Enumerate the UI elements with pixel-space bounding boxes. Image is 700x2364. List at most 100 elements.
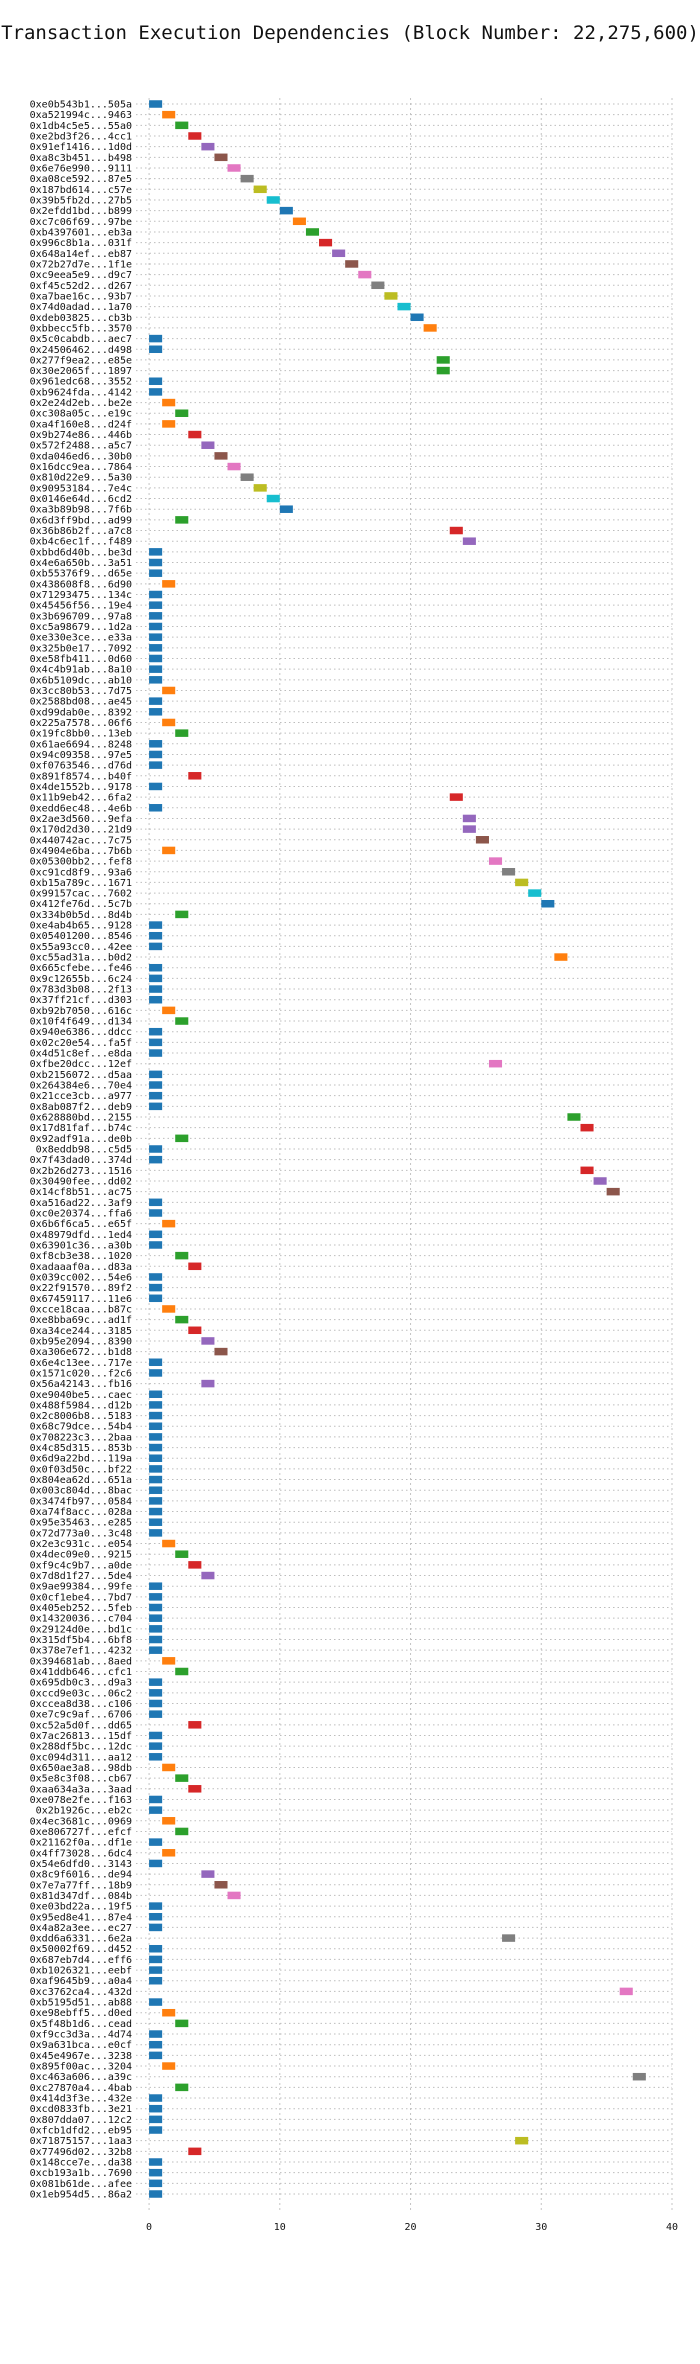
- y-tick-label: 0x05300bb2...fef8: [30, 857, 132, 868]
- y-tick-label: 0xda046ed6...30b0: [30, 451, 132, 462]
- transaction-bar: [149, 2168, 163, 2177]
- transaction-bar: [175, 121, 189, 130]
- transaction-bar: [149, 1390, 163, 1399]
- transaction-bar: [462, 814, 476, 823]
- y-tick-label: 0x6d9a22bd...119a: [30, 1454, 132, 1465]
- transaction-bar: [149, 1593, 163, 1601]
- y-tick-label: 0x2efdd1bd...b899: [30, 206, 132, 217]
- y-tick-label: 0x4904e6ba...7b6b: [30, 846, 132, 857]
- transaction-bar: [384, 292, 398, 300]
- transaction-bar: [149, 1283, 163, 1292]
- transaction-bar: [149, 1155, 163, 1164]
- transaction-bar: [149, 974, 163, 983]
- y-tick-label: 0x6e4c13ee...717e: [30, 1358, 132, 1369]
- transaction-bar: [149, 633, 163, 641]
- transaction-bar: [162, 580, 176, 588]
- y-tick-label: 0x9c12655b...6c24: [30, 974, 132, 985]
- y-tick-label: 0xbbecc5fb...3570: [30, 323, 132, 334]
- transaction-bar: [162, 686, 176, 695]
- transaction-bar: [149, 1081, 163, 1089]
- transaction-bar: [449, 793, 463, 801]
- transaction-bar: [149, 1678, 163, 1686]
- y-tick-label: 0x783d3b08...2f13: [30, 985, 132, 996]
- y-tick-label: 0x414d3f3e...432e: [30, 2094, 132, 2105]
- transaction-bar: [175, 1827, 189, 1836]
- transaction-bar: [162, 398, 176, 407]
- y-tick-label: 0xaa634a3a...3aad: [30, 1784, 132, 1795]
- y-tick-label: 0xa34ce244...3185: [30, 1326, 132, 1337]
- transaction-bar: [149, 1497, 163, 1505]
- transaction-bar: [567, 1113, 581, 1121]
- transaction-bar: [188, 430, 202, 439]
- y-tick-label: 0x36b86b2f...a7c8: [30, 526, 132, 537]
- y-tick-label: 0xc52a5d0f...dd65: [30, 1720, 132, 1731]
- y-tick-label: 0xb95e2094...8390: [30, 1336, 132, 1347]
- transaction-bar: [149, 1955, 163, 1964]
- transaction-bar: [175, 1315, 189, 1324]
- transaction-bar: [149, 942, 163, 951]
- transaction-bar: [149, 1944, 163, 1953]
- transaction-bar: [149, 1038, 163, 1047]
- transaction-bar: [149, 1411, 163, 1420]
- transaction-bar: [149, 1486, 163, 1494]
- y-tick-label: 0x2b1926c...eb2c: [36, 1806, 132, 1817]
- transaction-bar: [188, 1721, 202, 1729]
- transaction-bar: [149, 2104, 163, 2113]
- y-tick-label: 0xdeb03825...cb3b: [30, 313, 132, 324]
- y-tick-label: 0xc094d311...aa12: [30, 1752, 132, 1763]
- transaction-bar: [188, 1785, 202, 1793]
- transaction-bar: [149, 2051, 163, 2060]
- transaction-bar: [149, 1976, 163, 1985]
- transaction-bar: [149, 1859, 163, 1868]
- transaction-bar: [162, 2062, 176, 2070]
- y-tick-label: 0x05401200...8546: [30, 931, 132, 942]
- transaction-bar: [149, 931, 163, 940]
- y-tick-label: 0x378e7ef1...4232: [30, 1646, 132, 1657]
- transaction-bar: [502, 868, 516, 876]
- y-tick-label: 0x71293475...134c: [30, 590, 132, 601]
- transaction-bar: [175, 1550, 189, 1558]
- transaction-bar: [201, 1870, 215, 1878]
- y-tick-label: 0xe2bd3f26...4cc1: [30, 131, 132, 142]
- y-tick-label: 0x4ec3681c...0969: [30, 1816, 132, 1827]
- y-tick-label: 0x2e3c931c...e054: [30, 1539, 132, 1550]
- y-tick-label: 0xc3762ca4...432d: [30, 1987, 132, 1998]
- transaction-bar: [149, 1070, 163, 1079]
- transaction-bar: [149, 1710, 163, 1718]
- y-tick-label: 0xa4f160e8...d24f: [30, 419, 132, 430]
- y-tick-label: 0x810d22e9...5a30: [30, 473, 132, 484]
- y-tick-label: 0xc5a98679...1d2a: [30, 622, 132, 633]
- transaction-bar: [162, 2008, 176, 2017]
- transaction-bar: [149, 1753, 163, 1761]
- transaction-bar: [201, 441, 215, 449]
- transaction-bar: [462, 537, 476, 545]
- x-tick-label: 20: [405, 2222, 417, 2233]
- transaction-bar: [149, 612, 163, 620]
- transaction-bar: [149, 1422, 163, 1430]
- y-tick-label: 0xd99dab0e...8392: [30, 707, 132, 718]
- y-tick-label: 0x90953184...7e4c: [30, 483, 132, 494]
- y-tick-label: 0x2e24d2eb...be2e: [30, 398, 132, 409]
- y-tick-label: 0x37ff21cf...d303: [30, 995, 132, 1006]
- transaction-bar: [149, 2040, 163, 2049]
- transaction-bar: [149, 1465, 163, 1473]
- y-tick-label: 0xe98ebff5...d0ed: [30, 2008, 132, 2019]
- transaction-bar: [240, 473, 254, 481]
- transaction-bar: [149, 548, 163, 556]
- transaction-bar: [149, 1582, 163, 1590]
- y-tick-label: 0xb4c6ec1f...f489: [30, 537, 132, 548]
- y-tick-label: 0xa8c3b451...b498: [30, 153, 132, 164]
- y-tick-label: 0x6d3ff9bd...ad99: [30, 515, 132, 526]
- y-tick-label: 0x708223c3...2baa: [30, 1432, 132, 1443]
- y-tick-label: 0x24506462...d498: [30, 345, 132, 356]
- transaction-bar: [149, 1049, 163, 1057]
- transaction-bar: [149, 1998, 163, 2006]
- transaction-bar: [162, 1657, 176, 1665]
- transaction-bar: [149, 1209, 163, 1217]
- y-tick-label: 0x71875157...1aa3: [30, 2136, 132, 2147]
- y-tick-label: 0x91ef1416...1d0d: [30, 142, 132, 153]
- transaction-bar: [149, 1806, 163, 1814]
- y-tick-label: 0x99157cac...7602: [30, 889, 132, 900]
- y-tick-label: 0x94c09358...97e5: [30, 750, 132, 761]
- y-tick-label: 0x325b0e17...7092: [30, 643, 132, 654]
